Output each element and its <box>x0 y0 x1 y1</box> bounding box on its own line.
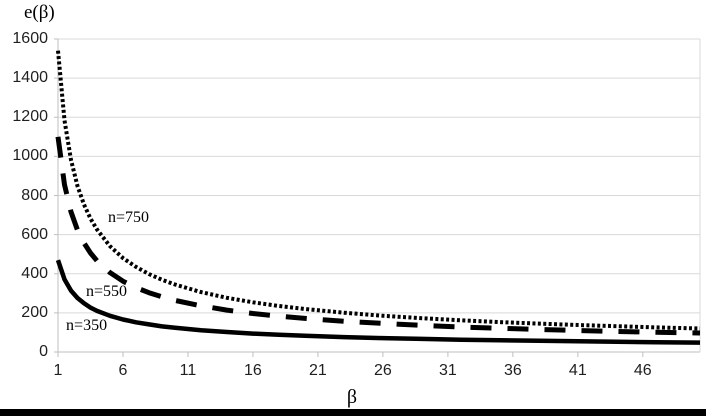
x-tick-label-1: 1 <box>53 362 63 379</box>
y-tick-label-200: 200 <box>21 303 48 321</box>
y-tick-label-400: 400 <box>21 264 48 282</box>
bottom-black-bar <box>0 409 706 416</box>
curve-label-n350: n=350 <box>66 316 108 334</box>
y-tick-label-1200: 1200 <box>12 108 48 126</box>
y-tick-label-1000: 1000 <box>12 147 48 165</box>
x-tick-label-11: 11 <box>179 362 197 379</box>
x-tick-label-6: 6 <box>118 362 128 379</box>
x-tick-label-26: 26 <box>373 362 392 379</box>
curve-label-n750: n=750 <box>108 208 150 226</box>
x-tick-label-21: 21 <box>309 362 327 379</box>
y-tick-label-800: 800 <box>21 186 48 204</box>
curve-n550 <box>55 136 701 336</box>
x-tick-label-46: 46 <box>633 362 652 379</box>
x-tick-label-41: 41 <box>568 362 587 379</box>
x-tick-label-31: 31 <box>438 362 457 379</box>
y-axis-title: e(β) <box>24 2 55 23</box>
curve-n750 <box>56 50 701 331</box>
x-axis-title: β <box>346 386 358 408</box>
curve-label-n550: n=550 <box>85 282 127 300</box>
x-tick-label-36: 36 <box>503 362 522 379</box>
curve-n350 <box>55 259 701 345</box>
x-tick-label-16: 16 <box>244 362 262 379</box>
y-tick-label-1600: 1600 <box>12 30 48 47</box>
y-tick-label-1400: 1400 <box>12 69 48 87</box>
y-tick-label-600: 600 <box>21 225 48 243</box>
y-tick-label-0: 0 <box>39 343 48 360</box>
